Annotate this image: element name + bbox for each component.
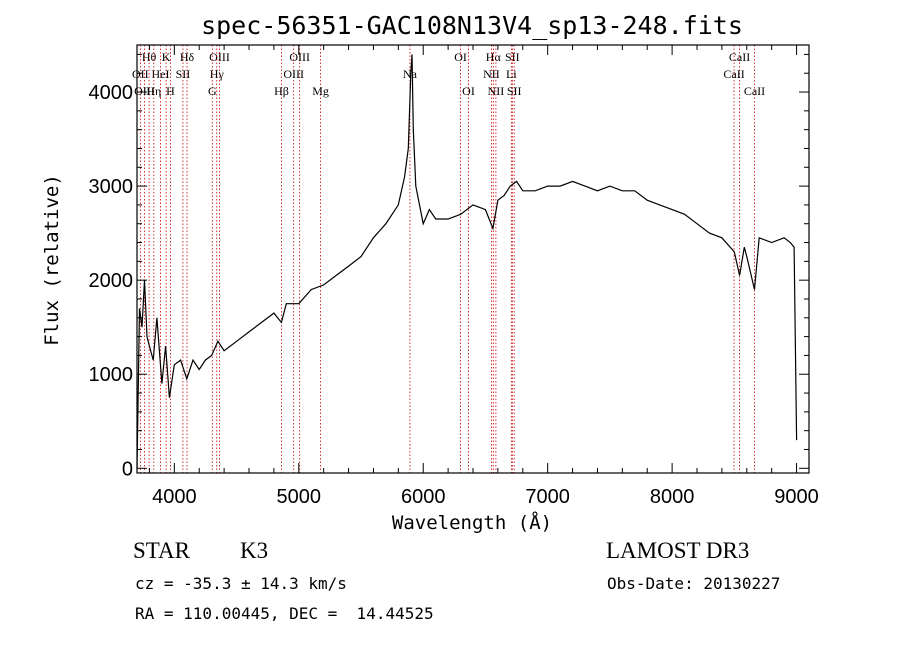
line-label-19: Hα <box>486 50 502 64</box>
line-label-2: OIII <box>134 84 155 98</box>
y-tick-label-1000: 1000 <box>89 364 134 386</box>
line-label-25: CaII <box>729 50 750 64</box>
x-axis-label: Wavelength (Å) <box>392 511 552 534</box>
plot-frame <box>136 44 810 474</box>
line-label-13: OIII <box>283 67 304 81</box>
x-tick-label-9000: 9000 <box>774 486 819 508</box>
object-type: STAR <box>133 538 190 563</box>
spectrum-line <box>136 54 798 469</box>
line-label-1: OII <box>132 67 149 81</box>
line-label-4: HeI <box>152 67 170 81</box>
x-tick-label-5000: 5000 <box>277 486 322 508</box>
x-tick-label-8000: 8000 <box>650 486 695 508</box>
line-label-18: OI <box>462 84 475 98</box>
emission-line-markers: Hθ OII OIII K HeI Hη H Hδ SII OIII Hγ G OIII OIII Hβ Mg… <box>132 45 765 473</box>
line-label-11: G <box>208 84 217 98</box>
line-label-24: SII <box>507 84 522 98</box>
x-tick-label-4000: 4000 <box>152 486 197 508</box>
line-label-0: Hθ <box>142 50 157 64</box>
line-label-20: SII <box>505 50 520 64</box>
y-axis-label: Flux (relative) <box>41 174 63 346</box>
line-label-27: CaII <box>744 84 765 98</box>
line-label-8: SII <box>176 67 191 81</box>
spectral-subclass: K3 <box>240 538 269 563</box>
y-tick-label-0: 0 <box>122 458 133 480</box>
chart-title: spec-56351-GAC108N13V4_sp13-248.fits <box>201 11 743 40</box>
axis-ticks: 4000 5000 6000 7000 8000 9000 0 1000 2000 3000 400… <box>89 45 819 508</box>
x-tick-label-6000: 6000 <box>401 486 446 508</box>
line-label-23: NII <box>488 84 505 98</box>
line-label-12: OIII <box>289 50 310 64</box>
line-label-14: Hβ <box>274 84 289 98</box>
line-label-5: Hη <box>146 84 161 98</box>
survey-label: LAMOST DR3 <box>606 538 750 563</box>
line-label-10: Hγ <box>210 67 225 81</box>
line-label-9: OIII <box>209 50 230 64</box>
y-tick-label-4000: 4000 <box>89 82 134 104</box>
line-label-7: Hδ <box>180 50 195 64</box>
velocity-readout: cz = -35.3 ± 14.3 km/s <box>135 574 347 593</box>
obs-date: Obs-Date: 20130227 <box>607 574 781 593</box>
coordinates: RA = 110.00445, DEC = 14.44525 <box>135 604 434 623</box>
line-label-21: NII <box>483 67 500 81</box>
line-label-6: H <box>166 84 175 98</box>
y-tick-label-3000: 3000 <box>89 176 134 198</box>
y-tick-label-2000: 2000 <box>89 270 134 292</box>
line-label-17: OI <box>454 50 467 64</box>
line-label-26: CaII <box>723 67 744 81</box>
x-tick-label-7000: 7000 <box>525 486 570 508</box>
line-label-22: Li <box>506 67 517 81</box>
line-label-3: K <box>162 50 171 64</box>
line-label-15: Mg <box>312 84 329 98</box>
